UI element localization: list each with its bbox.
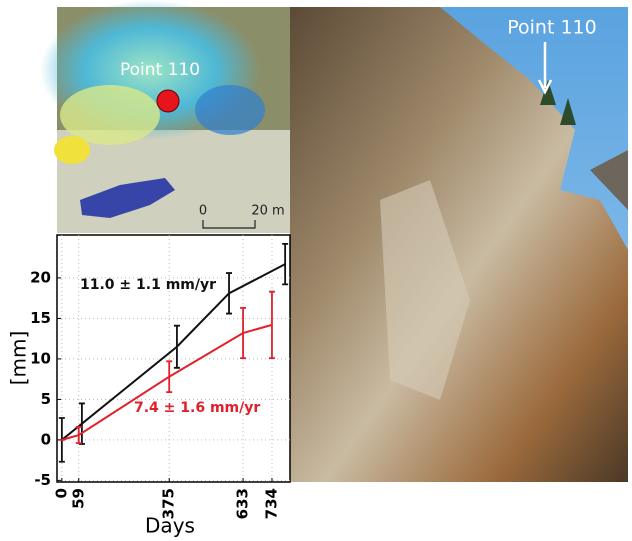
photo-panel: Point 110	[290, 7, 628, 482]
map-deformation	[54, 136, 90, 164]
map-deformation	[195, 85, 265, 135]
x-tick-label: 375	[160, 488, 178, 519]
map-panel: Point 110 0 20 m	[40, 0, 290, 233]
scale-bar-label: 0	[199, 204, 207, 219]
x-tick-label: 734	[262, 488, 280, 519]
figure: Point 110 0 20 m Point 110 [mm] Days -50…	[0, 0, 632, 541]
rate-annotation: 7.4 ± 1.6 mm/yr	[134, 400, 260, 416]
photo-point-label: Point 110	[507, 17, 596, 39]
x-tick-label: 59	[69, 488, 87, 509]
rate-annotation: 11.0 ± 1.1 mm/yr	[80, 277, 216, 293]
map-point-label: Point 110	[120, 60, 200, 80]
scale-bar-label: 20 m	[251, 204, 284, 219]
y-tick-label: 15	[30, 309, 51, 327]
y-tick-label: -5	[34, 471, 51, 489]
y-tick-label: 5	[41, 390, 51, 408]
y-axis-label: [mm]	[7, 331, 31, 386]
y-tick-label: 10	[30, 349, 51, 367]
map-deformation	[60, 85, 160, 145]
y-tick-label: 0	[41, 430, 51, 448]
y-tick-label: 20	[30, 268, 51, 286]
x-tick-label: 0	[52, 488, 70, 498]
x-tick-label: 633	[234, 488, 252, 519]
point-marker	[157, 90, 179, 112]
